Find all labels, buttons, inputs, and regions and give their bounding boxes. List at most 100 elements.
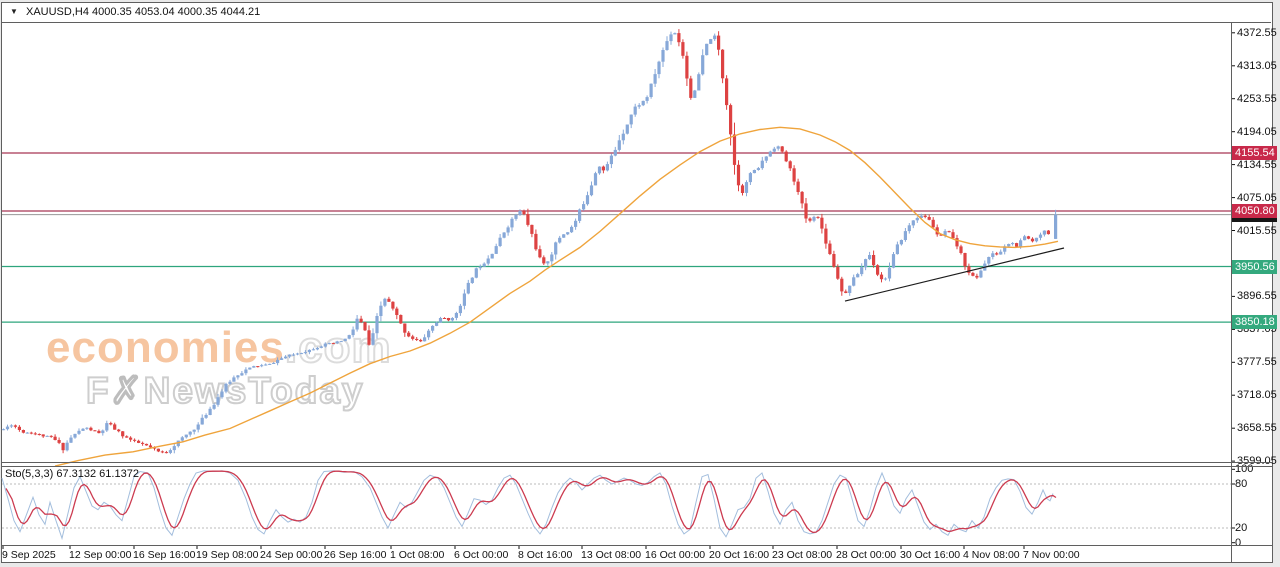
candle-body: [49, 435, 53, 437]
candle-body: [629, 114, 633, 125]
candle-body: [351, 329, 355, 336]
support-price-label[interactable]: 3950.56: [1232, 259, 1277, 274]
candle-body: [657, 61, 661, 75]
candle-body: [558, 237, 562, 243]
price-axis-label: 3658.55: [1237, 422, 1277, 435]
candle-body: [387, 298, 391, 302]
candle-body: [41, 434, 45, 437]
price-axis-label: 4134.55: [1237, 158, 1277, 171]
candle-body: [494, 246, 498, 254]
support-price-label[interactable]: 3850.18: [1232, 315, 1277, 330]
candle-body: [25, 432, 29, 434]
candle-body: [180, 437, 184, 441]
candle-body: [375, 316, 379, 334]
candle-body: [192, 429, 196, 432]
candle-body: [21, 430, 25, 433]
candle-body: [844, 291, 848, 293]
candle-body: [220, 391, 224, 398]
candle-body: [665, 41, 669, 50]
candle-body: [848, 285, 852, 293]
price-axis-divider: [1231, 22, 1232, 562]
candle-body: [1003, 246, 1007, 252]
candle-body: [617, 140, 621, 150]
candle-body: [403, 323, 407, 333]
candle-body: [975, 275, 979, 278]
resistance-price-label[interactable]: 4050.80: [1232, 204, 1277, 218]
candle-body: [589, 185, 594, 196]
chart-header: ▼ XAUUSD,H4 4000.35 4053.04 4000.35 4044…: [2, 3, 1271, 23]
candle-body: [677, 33, 681, 43]
price-axis-label: 3896.55: [1237, 290, 1277, 303]
candle-body: [244, 369, 248, 374]
candle-body: [895, 244, 899, 255]
panel-divider[interactable]: [2, 466, 1272, 467]
time-axis-label: 28 Oct 00:00: [836, 549, 897, 561]
candle-body: [951, 232, 955, 239]
candle-body: [97, 430, 101, 434]
candle-body: [609, 155, 613, 165]
symbol-dropdown-icon[interactable]: ▼: [10, 7, 18, 16]
candle-body: [228, 381, 232, 384]
candle-body: [65, 442, 69, 451]
candle-body: [764, 156, 768, 161]
candle-body: [725, 78, 729, 106]
candle-body: [1030, 238, 1035, 242]
candle-body: [137, 440, 141, 443]
stochastic-indicator-label: Sto(5,3,3) 67.3132 61.1372: [5, 468, 139, 480]
candle-body: [669, 34, 673, 42]
candle-body: [864, 259, 868, 268]
candle-body: [780, 146, 784, 152]
candle-body: [232, 377, 236, 382]
candle-body: [879, 274, 884, 280]
time-axis-label: 12 Sep 00:00: [69, 549, 132, 561]
candle-body: [415, 338, 419, 340]
candle-body: [200, 417, 204, 425]
candle-body: [625, 124, 629, 134]
candle-body: [828, 243, 832, 254]
candle-body: [971, 272, 975, 276]
candle-body: [991, 253, 995, 257]
candle-body: [252, 366, 256, 368]
candle-body: [645, 97, 649, 101]
candle-body: [605, 164, 609, 171]
price-axis-label: 3777.55: [1237, 356, 1277, 369]
candle-body: [212, 404, 216, 409]
candle-body: [1011, 243, 1015, 245]
stoch-axis-label: 0: [1235, 536, 1242, 549]
candle-body: [510, 218, 514, 228]
candle-body: [621, 133, 625, 141]
candle-body: [442, 318, 447, 319]
candle-body: [208, 408, 212, 415]
time-axis-label: 8 Oct 16:00: [518, 549, 573, 561]
candle-body: [117, 429, 121, 432]
candle-body: [852, 277, 856, 286]
candle-body: [748, 173, 752, 183]
candle-body: [883, 278, 888, 280]
time-axis-divider: [2, 545, 1272, 546]
time-axis-label: 9 Sep 2025: [2, 549, 56, 561]
candle-body: [391, 301, 395, 309]
resistance-price-label[interactable]: 4155.54: [1232, 146, 1277, 160]
candle-body: [141, 442, 145, 444]
candle-body: [705, 43, 709, 56]
candle-body: [919, 215, 923, 218]
candle-body: [578, 209, 582, 221]
stochastic-k-line: [1, 470, 1054, 541]
candle-body: [820, 217, 824, 229]
time-axis-label: 13 Oct 08:00: [581, 549, 642, 561]
time-axis-label: 30 Oct 16:00: [900, 549, 961, 561]
candle-body: [248, 367, 252, 370]
candle-body: [458, 305, 462, 314]
stoch-axis-label: 80: [1235, 477, 1248, 490]
candle-body: [101, 430, 105, 434]
candle-body: [963, 253, 967, 267]
panel-divider[interactable]: [2, 462, 1272, 463]
price-axis-label: 4253.55: [1237, 92, 1277, 105]
candle-body: [172, 446, 176, 451]
candle-body: [9, 425, 13, 427]
trendline[interactable]: [844, 247, 1065, 302]
candle-body: [903, 231, 907, 240]
candle-body: [1, 429, 6, 431]
